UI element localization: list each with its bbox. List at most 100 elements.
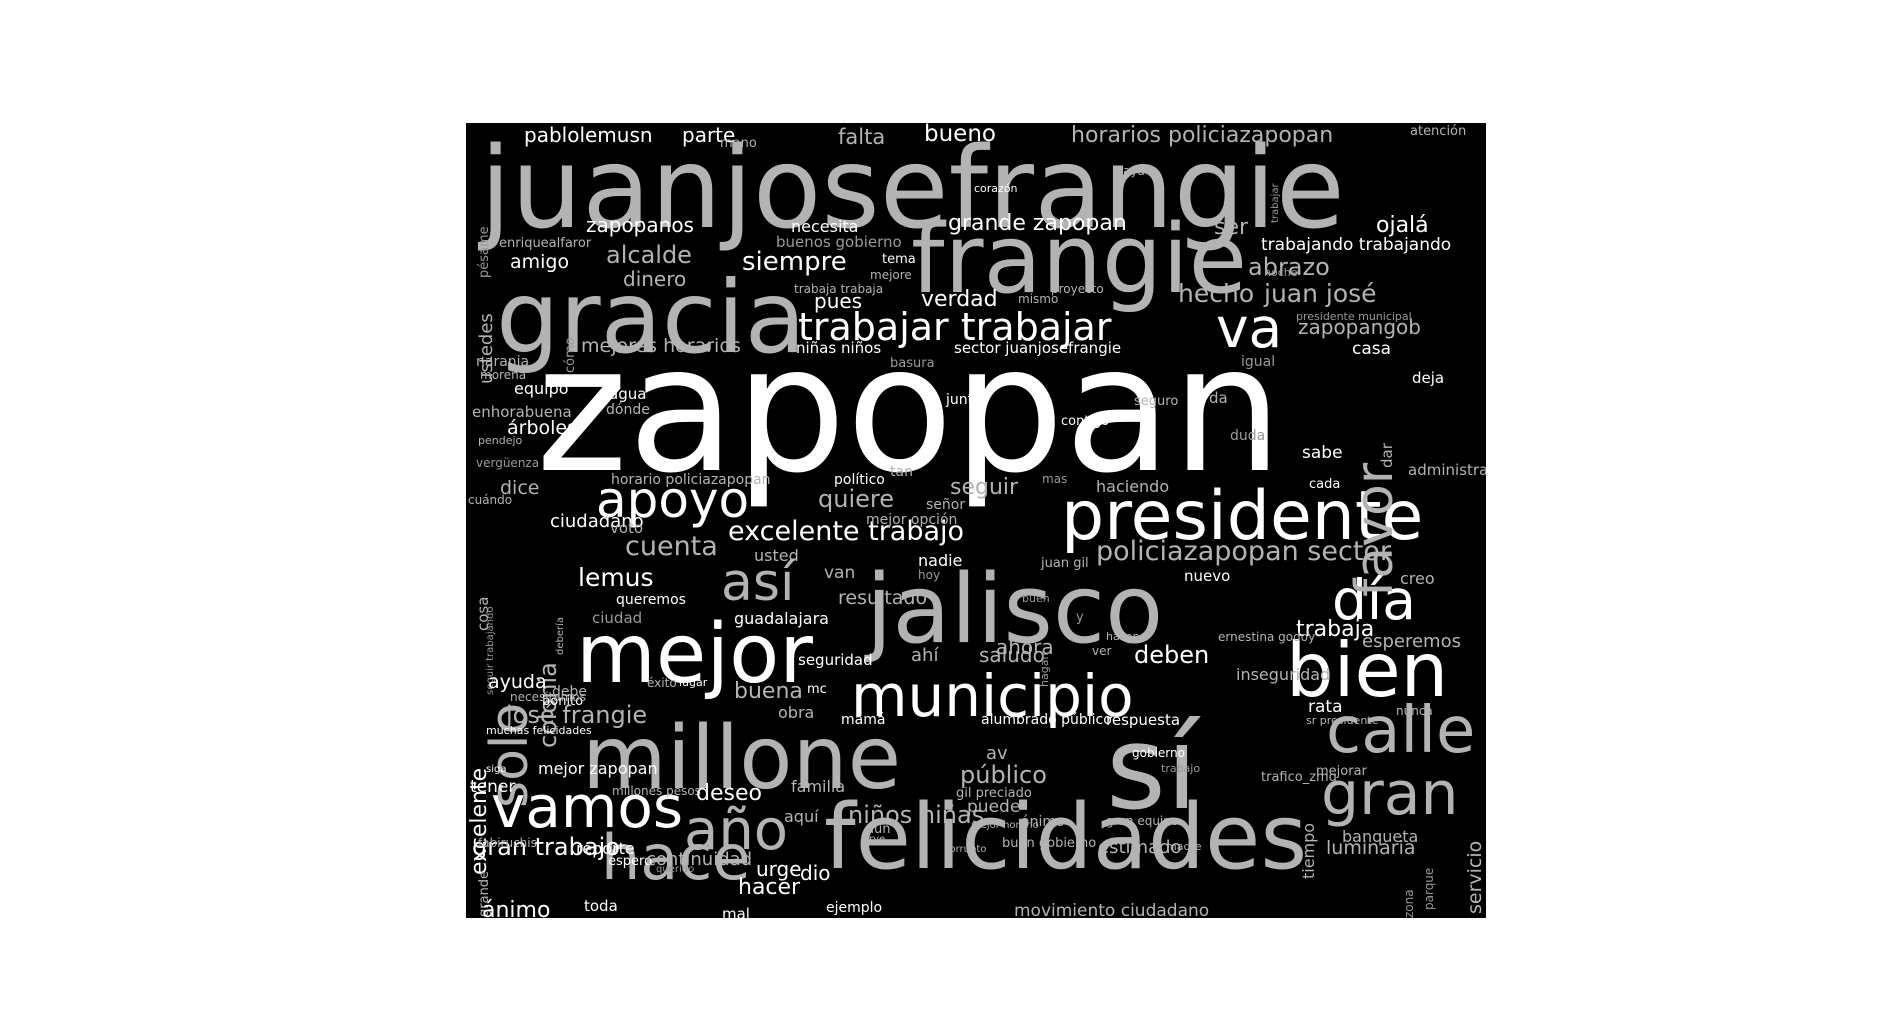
cloud-word: saludo xyxy=(979,643,1045,667)
cloud-word: dar xyxy=(1378,443,1396,468)
cloud-word: bien xyxy=(1286,626,1449,714)
cloud-word: trabajar trabajar xyxy=(798,305,1112,349)
cloud-word: hacen xyxy=(1106,630,1140,643)
cloud-word: cuándo xyxy=(468,493,513,507)
cloud-word: hagan xyxy=(1038,653,1051,688)
cloud-word: quiere xyxy=(818,485,894,513)
cloud-word: morena xyxy=(480,368,527,382)
cloud-word: hace xyxy=(601,821,751,894)
cloud-word: zapopangob xyxy=(1298,315,1421,339)
cloud-word: rata xyxy=(1308,697,1343,717)
cloud-word: tema xyxy=(882,252,916,267)
cloud-word: lugar xyxy=(679,676,708,689)
cloud-word: basura xyxy=(890,356,935,371)
cloud-word: ver xyxy=(1092,644,1112,658)
cloud-word: ojalá xyxy=(1376,213,1429,238)
cloud-word: juanjosefrangie xyxy=(480,124,1345,254)
cloud-word: va xyxy=(1216,296,1283,360)
cloud-word: usted xyxy=(754,546,799,565)
cloud-word: respuesta xyxy=(1106,711,1181,729)
cloud-word: ayuda xyxy=(488,671,547,693)
cloud-word: continuidad xyxy=(646,849,753,870)
cloud-word: parte xyxy=(682,123,736,147)
word-cloud: zapopan juanjosefrangie frangie gracia jalis… xyxy=(466,123,1486,918)
cloud-word: banqueta xyxy=(1342,827,1419,846)
cloud-word: espero xyxy=(608,854,653,869)
cloud-word: cada xyxy=(1309,477,1341,492)
cloud-word: presidente municipal xyxy=(1296,310,1412,323)
cloud-word: naranja xyxy=(476,354,530,370)
cloud-word: deseo xyxy=(696,781,762,806)
cloud-word: obra xyxy=(778,703,815,722)
cloud-word: agua xyxy=(609,385,647,403)
cloud-word: sirve xyxy=(861,834,886,845)
cloud-word: atención xyxy=(1410,124,1467,139)
cloud-word: año xyxy=(684,798,789,863)
cloud-word: juan gil xyxy=(1041,556,1089,571)
cloud-word: público xyxy=(960,761,1047,789)
cloud-word: sabe xyxy=(1302,443,1343,463)
cloud-word: queremos xyxy=(616,592,686,608)
cloud-word: gil preciado xyxy=(956,786,1032,801)
cloud-word: niños niñas xyxy=(848,801,985,829)
cloud-word: horario policiazapopan xyxy=(611,472,771,488)
cloud-word: gracia xyxy=(496,259,806,376)
cloud-word: mejorar xyxy=(1316,764,1367,779)
cloud-word: falta xyxy=(838,125,886,149)
cloud-word: bonito xyxy=(542,694,584,709)
cloud-word: nunca xyxy=(1396,704,1433,718)
cloud-word: gran trabajo xyxy=(472,833,620,861)
cloud-word: mal xyxy=(722,905,750,919)
cloud-word: ahora xyxy=(996,635,1054,659)
cloud-word: van xyxy=(824,563,856,583)
cloud-word: horarios policiazapopan xyxy=(1071,123,1334,148)
cloud-word: guadalajara xyxy=(734,609,829,628)
cloud-word: necesitamos xyxy=(510,690,586,704)
cloud-word: presidente xyxy=(1061,477,1424,556)
cloud-word: duda xyxy=(1230,428,1266,444)
cloud-word: buenos gobierno xyxy=(776,233,902,251)
cloud-word: favor xyxy=(1345,463,1405,598)
cloud-word: da xyxy=(1209,389,1228,407)
cloud-word: frangie xyxy=(911,205,1248,315)
cloud-word: millone xyxy=(582,707,902,809)
cloud-word: excelente trabajo xyxy=(728,516,965,547)
cloud-word: gobierno xyxy=(1132,746,1185,760)
cloud-word: vamos xyxy=(491,773,684,841)
cloud-word: jalisco xyxy=(866,555,1164,665)
cloud-word: político xyxy=(834,472,885,488)
cloud-word: apoyo xyxy=(596,471,750,529)
cloud-word: deja xyxy=(1412,369,1445,387)
cloud-word: zona xyxy=(1402,889,1416,918)
cloud-word: árboles xyxy=(507,417,578,439)
cloud-word: debe xyxy=(552,684,587,700)
cloud-word: trafico_zmg xyxy=(1261,770,1337,785)
cloud-word: casa xyxy=(1352,339,1392,359)
cloud-word: josé frangie xyxy=(506,701,648,729)
cloud-word: ernestina godoy xyxy=(1218,630,1316,644)
cloud-word: mas xyxy=(1042,472,1068,486)
cloud-word: alcalde xyxy=(606,241,692,269)
cloud-word: gran xyxy=(1321,759,1459,829)
cloud-word: mejor zapopan xyxy=(538,759,658,778)
cloud-word: nuevo xyxy=(1184,567,1231,585)
cloud-word: sr presidente xyxy=(1306,714,1379,727)
cloud-word: felicidades xyxy=(824,785,1308,890)
cloud-word: siempre xyxy=(742,247,847,277)
cloud-word: cómo xyxy=(563,337,578,373)
cloud-word: hecho xyxy=(1178,279,1255,308)
cloud-word: hoy xyxy=(918,568,941,582)
cloud-word: trabajando trabajando xyxy=(1261,235,1452,255)
cloud-word: seguridad xyxy=(798,651,873,669)
cloud-word: municipio xyxy=(851,662,1134,730)
cloud-word: puede xyxy=(967,797,1021,817)
cloud-word: zapopanos xyxy=(586,213,694,237)
cloud-word: buena xyxy=(734,679,803,704)
cloud-word: niñas niños xyxy=(796,339,882,357)
cloud-word: voto xyxy=(610,519,644,537)
cloud-word: día xyxy=(1332,568,1416,632)
cloud-word: corazón xyxy=(974,182,1018,195)
cloud-word: administración xyxy=(1408,461,1486,479)
cloud-word: y xyxy=(1076,610,1084,625)
cloud-word: ciudad xyxy=(592,609,643,627)
